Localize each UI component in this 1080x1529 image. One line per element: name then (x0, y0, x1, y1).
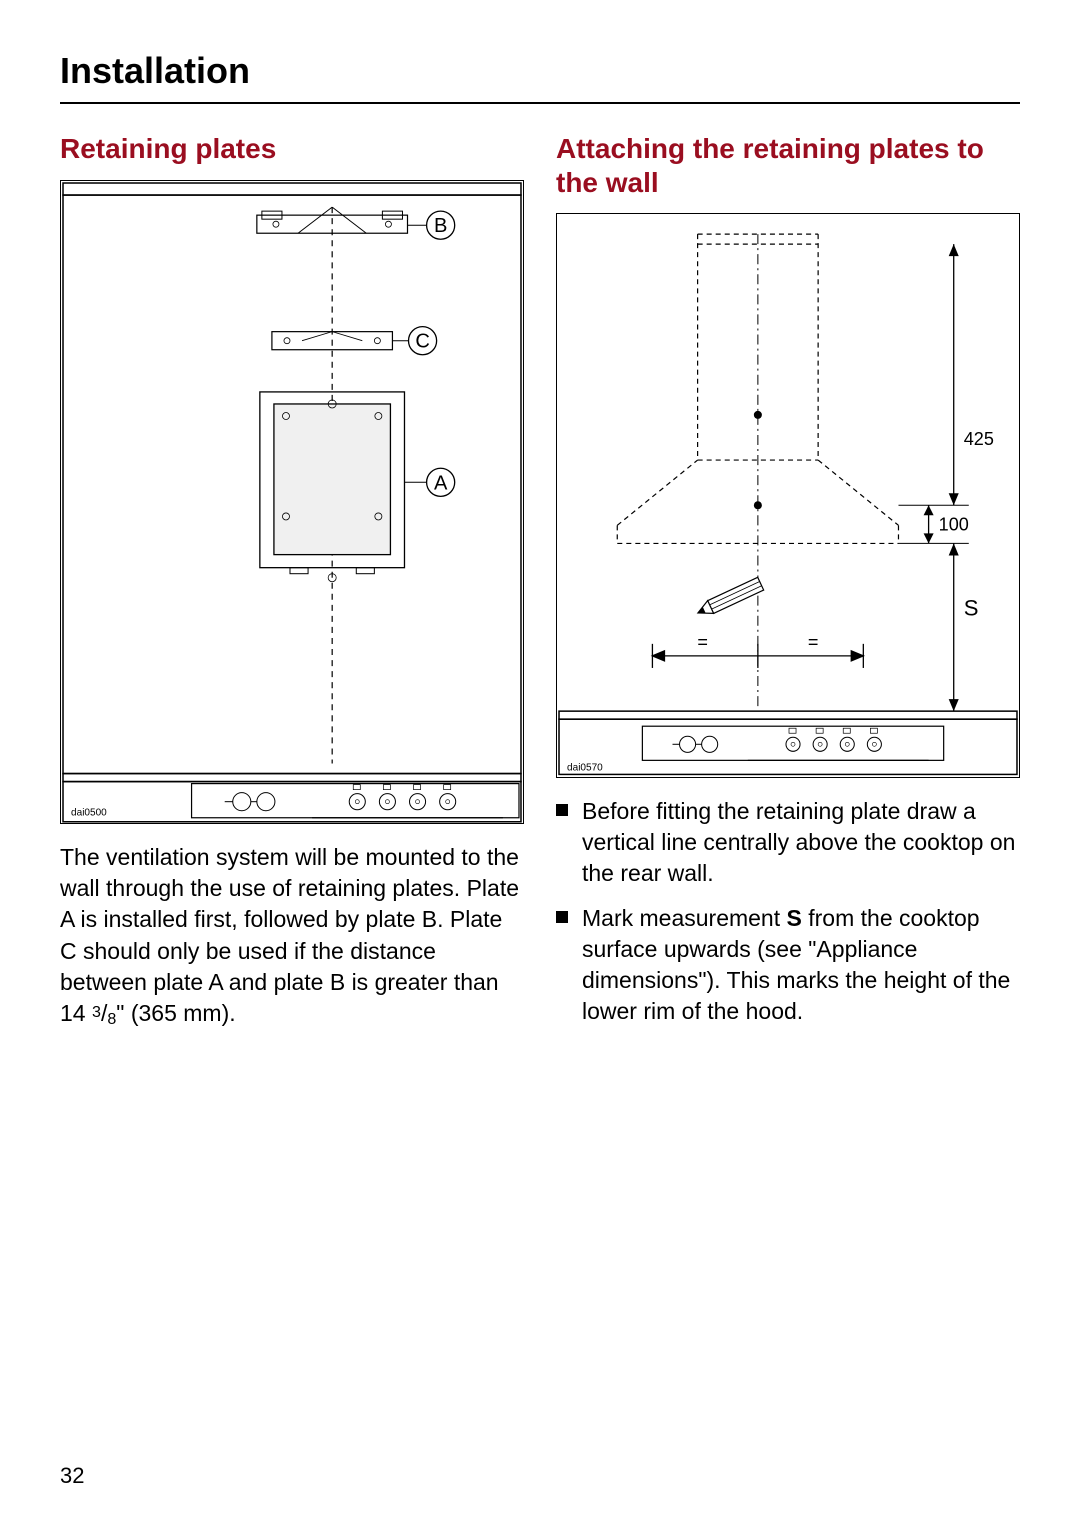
plate-b-group: B (257, 207, 455, 239)
retaining-plates-heading: Retaining plates (60, 132, 524, 166)
page-number: 32 (60, 1463, 84, 1489)
plate-a-label: A (434, 472, 448, 494)
bullet-2: Mark measurement S from the cooktop surf… (556, 903, 1020, 1027)
pencil-icon (695, 578, 764, 620)
figure-code-right: dai0570 (567, 763, 603, 774)
b2a: Mark measurement (582, 905, 787, 931)
b2s: S (787, 905, 802, 931)
cooktop-controls (192, 783, 519, 817)
bullet-1: Before fitting the retaining plate draw … (556, 796, 1020, 889)
frac-den: 8 (107, 1010, 116, 1028)
plate-b-label: B (434, 215, 447, 237)
left-p1a: The ventilation system will be mounted t… (60, 844, 519, 1025)
attaching-figure: 425 100 S (556, 213, 1020, 777)
frac-num: 3 (92, 1003, 101, 1021)
left-p1b: " (365 mm). (116, 1000, 235, 1026)
dim-100: 100 (939, 515, 969, 535)
cooktop-controls-right (642, 726, 943, 760)
dim-S: S (964, 596, 979, 621)
eq-left: = (697, 632, 708, 652)
plate-c-group: C (272, 326, 437, 354)
right-bullets: Before fitting the retaining plate draw … (556, 796, 1020, 1027)
left-column: Retaining plates (60, 132, 524, 1041)
figure-code-left: dai0500 (71, 807, 107, 818)
plate-c-label: C (415, 330, 430, 352)
content-columns: Retaining plates (60, 132, 1020, 1041)
retaining-plates-figure: B C (60, 180, 524, 825)
page-title: Installation (60, 50, 1020, 104)
left-paragraph: The ventilation system will be mounted t… (60, 842, 524, 1030)
right-column: Attaching the retaining plates to the wa… (556, 132, 1020, 1041)
retaining-plates-svg: B C (61, 181, 523, 824)
attaching-svg: 425 100 S (557, 214, 1019, 776)
dim-425: 425 (964, 429, 994, 449)
attaching-heading: Attaching the retaining plates to the wa… (556, 132, 1020, 199)
plate-a-group: A (260, 392, 455, 582)
eq-right: = (808, 632, 819, 652)
